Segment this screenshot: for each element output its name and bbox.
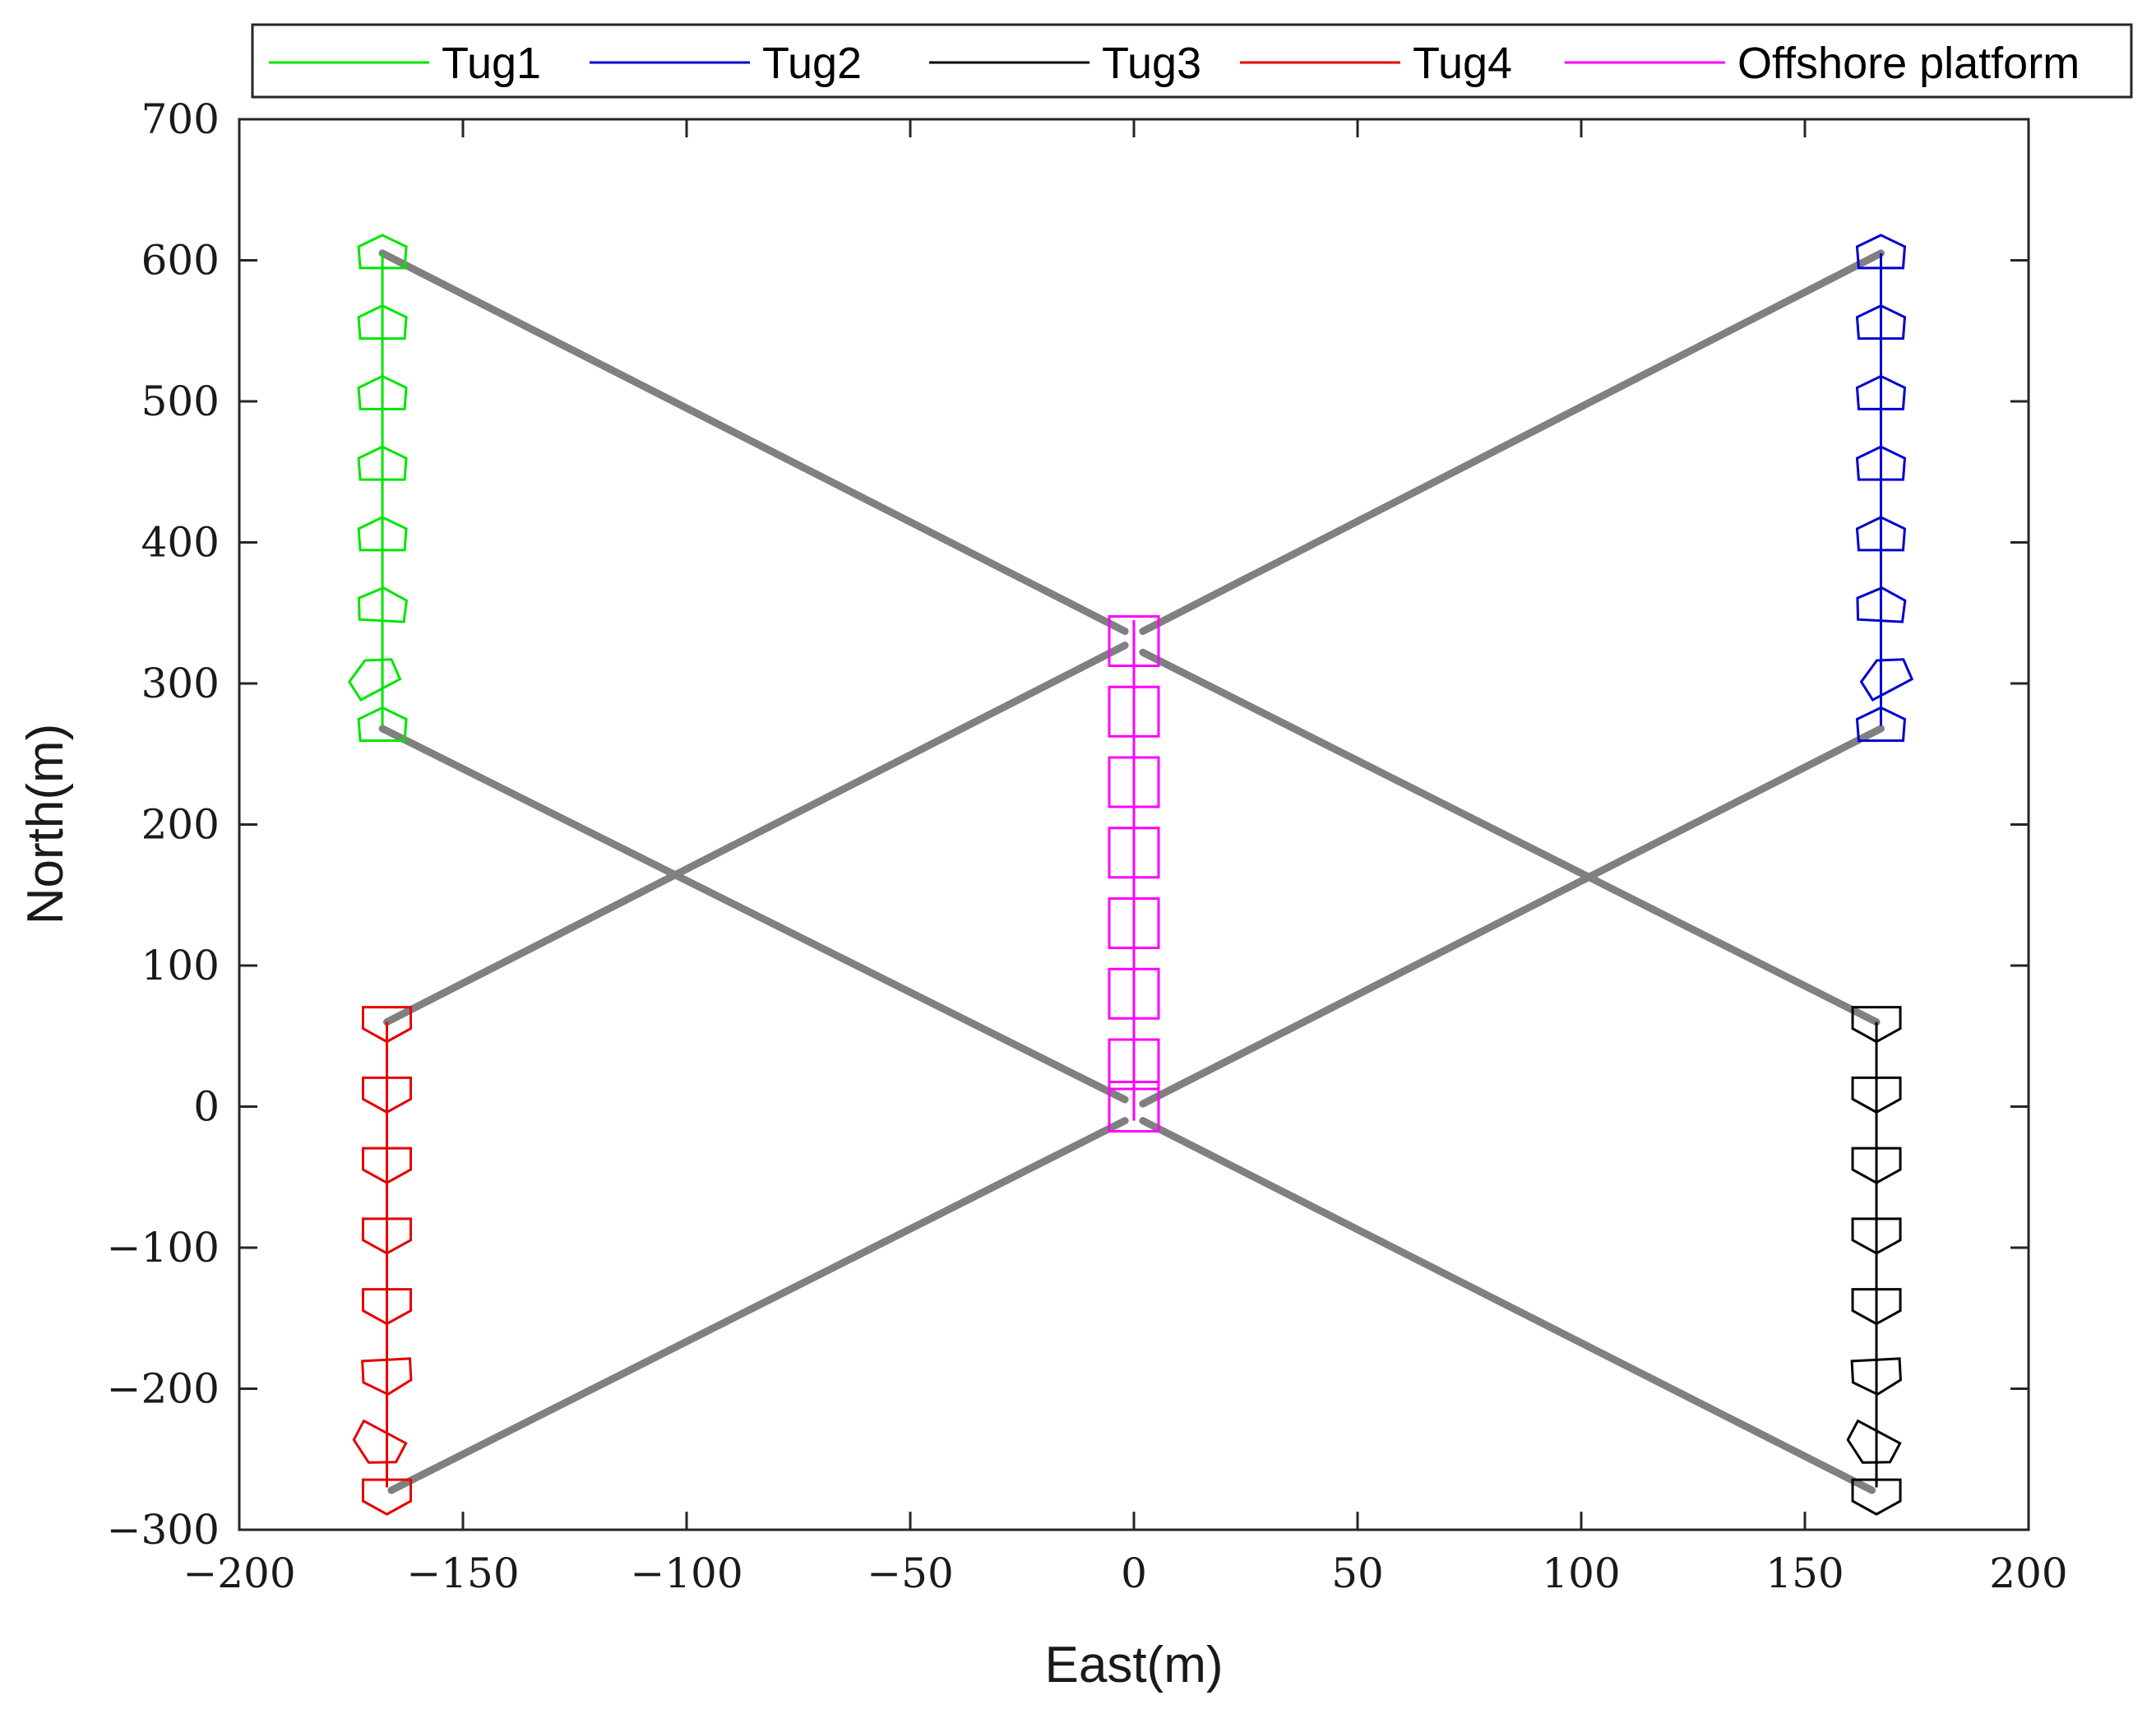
marker-tug1 [357, 234, 408, 270]
y-tick-label: 700 [141, 95, 220, 143]
marker-tug4 [362, 1288, 413, 1326]
x-axis: −200 −150 −100 −50 0 50 100 150 200 [183, 119, 2068, 1597]
marker-offshore-platform [1108, 967, 1160, 1020]
y-axis: −300 −200 −100 0 100 200 300 400 500 600 700 [107, 95, 2029, 1554]
x-tick-label: 0 [1121, 1550, 1147, 1597]
x-tick-label: 150 [1765, 1550, 1844, 1597]
marker-tug3 [1851, 1217, 1902, 1255]
legend-label-offshore-platform: Offshore platform [1737, 39, 2080, 88]
marker-tug3 [1851, 1478, 1902, 1516]
x-tick-label: −150 [406, 1550, 519, 1597]
marker-tug4 [362, 1006, 413, 1044]
marker-tug4 [361, 1357, 413, 1397]
y-tick-label: 100 [141, 942, 220, 989]
marker-offshore-platform [1108, 756, 1160, 808]
marker-tug3 [1851, 1006, 1902, 1044]
marker-tug1 [357, 374, 408, 410]
marker-tug4 [362, 1147, 413, 1184]
series-tug2 [1855, 234, 1914, 742]
x-axis-label: East(m) [1045, 1637, 1224, 1693]
x-tick-label: −50 [867, 1550, 954, 1597]
x-tick-label: −200 [183, 1550, 295, 1597]
marker-tug4 [362, 1478, 413, 1516]
marker-tug2 [1859, 658, 1914, 702]
y-tick-label: −100 [107, 1224, 220, 1272]
y-tick-label: 200 [141, 801, 220, 849]
marker-tug3 [1851, 1076, 1902, 1114]
y-tick-label: 600 [141, 237, 220, 285]
series-tug1 [348, 234, 409, 742]
marker-tug2 [1855, 516, 1907, 552]
series-offshore-platform [1108, 615, 1160, 1133]
y-tick-label: −200 [107, 1365, 220, 1413]
marker-tug2 [1855, 304, 1907, 340]
legend-label-tug1: Tug1 [442, 39, 541, 88]
y-tick-label: 400 [141, 519, 220, 567]
legend-label-tug3: Tug3 [1102, 39, 1201, 88]
marker-tug2 [1855, 445, 1907, 481]
marker-tug2 [1855, 706, 1907, 742]
marker-offshore-platform [1108, 897, 1160, 950]
tow-line [387, 1117, 1129, 1494]
marker-tug3 [1846, 1419, 1902, 1464]
marker-tug4 [362, 1076, 413, 1114]
tow-line [1139, 249, 1885, 636]
marker-tug1 [357, 706, 408, 742]
y-axis-label: North(m) [17, 724, 74, 925]
marker-tug1 [357, 445, 408, 481]
marker-tug1 [357, 516, 408, 552]
x-tick-label: 200 [1989, 1550, 2067, 1597]
marker-tug2 [1855, 234, 1907, 270]
legend-label-tug2: Tug2 [762, 39, 862, 88]
marker-tug2 [1856, 586, 1907, 623]
marker-tug3 [1851, 1288, 1902, 1326]
marker-tug4 [362, 1217, 413, 1255]
y-tick-label: 500 [141, 378, 220, 425]
legend-label-tug4: Tug4 [1413, 39, 1512, 88]
marker-tug3 [1850, 1357, 1902, 1397]
marker-offshore-platform [1108, 1081, 1160, 1133]
marker-tug4 [352, 1419, 408, 1464]
marker-tug3 [1851, 1147, 1902, 1184]
tow-line [383, 642, 1129, 1026]
tow-line [1139, 1117, 1876, 1494]
tow-line [1139, 648, 1881, 1026]
marker-tug2 [1855, 374, 1907, 410]
series-group [348, 234, 1914, 1516]
tow-line [378, 249, 1129, 636]
marker-offshore-platform [1108, 685, 1160, 738]
x-tick-label: 50 [1331, 1550, 1384, 1597]
marker-tug1 [357, 304, 408, 340]
legend: Tug1 Tug2 Tug3 Tug4 Offshore platform [251, 23, 2133, 99]
x-tick-label: 100 [1542, 1550, 1620, 1597]
tow-line [1139, 725, 1885, 1108]
tow-lines [378, 249, 1885, 1494]
marker-offshore-platform [1108, 615, 1160, 668]
legend-box [251, 23, 2133, 99]
marker-offshore-platform [1108, 827, 1160, 879]
marker-tug1 [348, 658, 402, 702]
y-tick-label: 0 [193, 1083, 220, 1131]
y-tick-label: −300 [107, 1506, 220, 1554]
x-tick-label: −100 [630, 1550, 743, 1597]
marker-tug1 [358, 586, 409, 623]
y-tick-label: 300 [141, 660, 220, 707]
tow-line [378, 725, 1129, 1104]
series-tug4 [352, 1006, 413, 1516]
series-tug3 [1846, 1006, 1902, 1516]
